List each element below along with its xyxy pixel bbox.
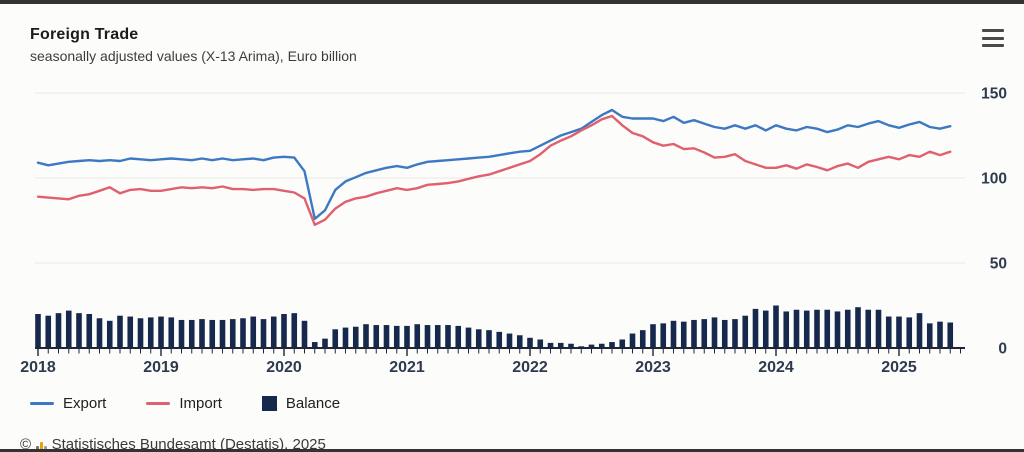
export-line-swatch-icon xyxy=(30,401,54,406)
hamburger-bar xyxy=(982,29,1004,32)
import-line xyxy=(36,114,952,227)
x-tick-label-2025: 2025 xyxy=(881,359,917,376)
x-tick-label-2021: 2021 xyxy=(389,359,425,376)
export-line xyxy=(36,108,952,221)
chart-header: Foreign Trade seasonally adjusted values… xyxy=(30,26,357,64)
window-bottom-edge xyxy=(0,449,1024,452)
balance-square-swatch-icon xyxy=(261,396,277,411)
x-tick-label-2022: 2022 xyxy=(512,359,548,376)
x-axis-labels: 2018 2019 2020 2021 2022 2023 2024 2025 xyxy=(20,359,917,376)
legend-item-import[interactable]: Import xyxy=(146,395,222,412)
y-tick-label: 0 xyxy=(998,341,1007,358)
grid-lines xyxy=(35,92,965,264)
legend-item-balance[interactable]: Balance xyxy=(261,395,341,412)
hamburger-bar xyxy=(982,36,1004,40)
chart-subtitle: seasonally adjusted values (X-13 Arima),… xyxy=(30,48,357,64)
y-axis-labels: 0 50 100 150 xyxy=(981,86,1007,358)
x-tick-label-2023: 2023 xyxy=(635,359,671,376)
x-tick-label-2020: 2020 xyxy=(266,359,302,376)
legend-export-label: Export xyxy=(63,395,107,412)
legend-item-export[interactable]: Export xyxy=(30,395,106,412)
balance-bars xyxy=(35,305,954,348)
x-tick-label-2019: 2019 xyxy=(143,359,179,376)
import-line-swatch-icon xyxy=(146,401,171,406)
legend-balance-label: Balance xyxy=(285,395,341,412)
x-tick-label-2024: 2024 xyxy=(758,359,794,376)
hamburger-menu-icon[interactable] xyxy=(982,29,1004,47)
window-top-edge xyxy=(0,0,1024,4)
y-tick-label: 150 xyxy=(981,86,1007,103)
hamburger-bar xyxy=(982,44,1004,47)
source-text: Statistisches Bundesamt (Destatis), 2025 xyxy=(51,436,326,452)
y-tick-label: 100 xyxy=(981,171,1007,188)
y-tick-label: 50 xyxy=(990,256,1007,273)
chart-legend: Export Import Balance xyxy=(30,395,340,412)
x-tick-label-2018: 2018 xyxy=(20,359,56,376)
copyright-symbol: © xyxy=(20,436,32,452)
chart-title: Foreign Trade xyxy=(30,26,139,43)
x-axis xyxy=(35,347,965,356)
legend-import-label: Import xyxy=(179,395,222,412)
